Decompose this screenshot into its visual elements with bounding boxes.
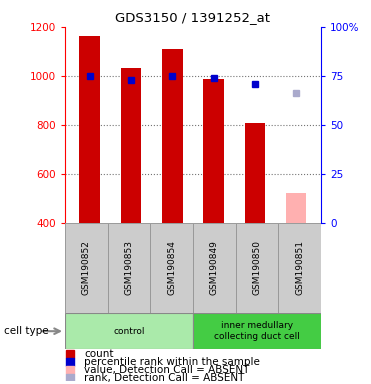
Text: GSM190850: GSM190850 [252,240,262,295]
Bar [65,313,193,349]
Bar [244,123,265,223]
Text: rank, Detection Call = ABSENT: rank, Detection Call = ABSENT [84,373,244,383]
Text: control: control [113,327,145,336]
Bar [79,36,100,223]
Text: GSM190852: GSM190852 [82,240,91,295]
Text: cell type: cell type [4,326,48,336]
Bar [150,223,193,313]
Bar [193,313,321,349]
Bar [278,223,321,313]
Text: count: count [84,349,114,359]
Bar [236,223,278,313]
Bar [203,79,224,223]
Bar [286,193,306,223]
Bar [108,223,150,313]
Bar [65,223,108,313]
Title: GDS3150 / 1391252_at: GDS3150 / 1391252_at [115,11,270,24]
Text: percentile rank within the sample: percentile rank within the sample [84,357,260,367]
Text: GSM190851: GSM190851 [295,240,304,295]
Bar [162,50,183,223]
Bar [121,68,141,223]
Bar [193,223,236,313]
Text: GSM190854: GSM190854 [167,240,176,295]
Text: value, Detection Call = ABSENT: value, Detection Call = ABSENT [84,365,250,375]
Text: inner medullary
collecting duct cell: inner medullary collecting duct cell [214,321,300,341]
Text: GSM190849: GSM190849 [210,240,219,295]
Text: GSM190853: GSM190853 [124,240,134,295]
